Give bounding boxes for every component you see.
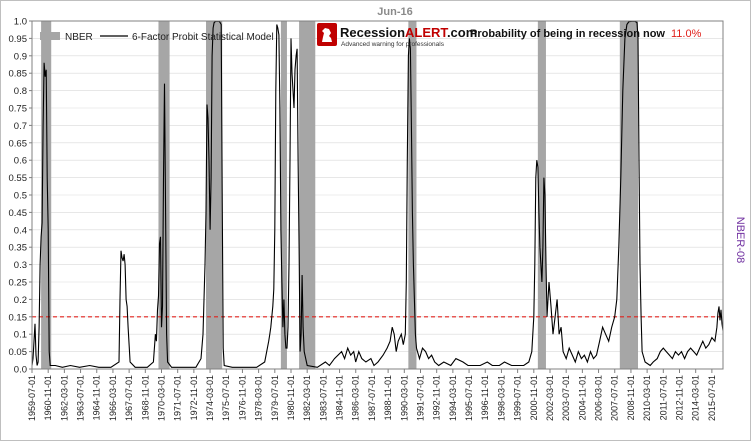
y-tick-label: 0.15: [9, 312, 28, 323]
x-tick-label: 1995-07-01: [464, 375, 474, 421]
recession-band: [41, 21, 52, 369]
y-tick-label: 0.1: [14, 330, 27, 341]
x-tick-label: 1988-11-01: [383, 375, 393, 420]
x-tick-label: 2008-11-01: [626, 375, 636, 420]
x-tick-label: 2010-03-01: [642, 375, 652, 421]
recession-bands: [41, 21, 639, 369]
x-tick-label: 2002-03-01: [545, 375, 555, 421]
probability-label: Probability of being in recession now: [470, 28, 665, 40]
logo-brand-red: ALERT: [405, 25, 448, 40]
recession-band: [206, 21, 223, 369]
x-tick-label: 1986-03-01: [351, 375, 361, 421]
x-tick-label: 1999-07-01: [513, 375, 523, 421]
y-tick-label: 0.4: [14, 225, 27, 236]
x-tick-label: 2014-03-01: [691, 375, 701, 421]
logo-brand-suffix: .com: [447, 25, 477, 40]
series-line-probit: [31, 20, 724, 368]
x-tick-label: 1962-03-01: [59, 375, 69, 421]
y-tick-label: 0.35: [9, 243, 28, 254]
y-tick-label: 0.6: [14, 156, 27, 167]
legend-swatch-nber: [40, 32, 60, 40]
x-tick-label: 1976-11-01: [237, 375, 247, 420]
x-tick-label: 1994-03-01: [448, 375, 458, 421]
y-tick-label: 0.55: [9, 173, 28, 184]
x-tick-label: 1987-07-01: [367, 375, 377, 421]
y-tick-label: 0.05: [9, 347, 28, 358]
x-tick-label: 2015-07-01: [707, 375, 717, 421]
grid: [32, 38, 723, 352]
recession-band: [619, 21, 639, 369]
y-tick-label: 0.95: [9, 34, 28, 45]
probability-value: 11.0%: [671, 28, 702, 40]
knight-icon: [322, 28, 332, 42]
y-tick-label: 0.2: [14, 295, 27, 306]
x-tick-label: 1970-03-01: [156, 375, 166, 421]
x-tick-label: 1972-11-01: [189, 375, 199, 420]
x-tick-label: 1992-11-01: [432, 375, 442, 420]
recession-band: [537, 21, 546, 369]
y-tick-label: 0.45: [9, 208, 28, 219]
x-tick-label: 1996-11-01: [480, 375, 490, 420]
y-tick-label: 0.8: [14, 86, 27, 97]
x-tick-label: 2012-11-01: [674, 375, 684, 420]
logo-tagline: Advanced warning for professionals: [341, 41, 445, 48]
x-tick-label: 1979-07-01: [270, 375, 280, 421]
x-tick-label: 1964-11-01: [92, 375, 102, 420]
x-tick-label: 1968-11-01: [140, 375, 150, 420]
x-axis-ticks: 1959-07-01 1960-11-01 1962-03-01 1963-07-01…: [27, 369, 717, 421]
recession-band: [158, 21, 170, 369]
x-tick-label: 1983-07-01: [318, 375, 328, 421]
logo: RecessionALERT.com Advanced warning for …: [317, 23, 477, 48]
x-tick-label: 1990-03-01: [399, 375, 409, 421]
x-tick-label: 1967-07-01: [124, 375, 134, 421]
y-tick-label: 0.25: [9, 278, 28, 289]
right-side-label: NBER-08: [734, 217, 746, 263]
x-tick-label: 1966-03-01: [108, 375, 118, 421]
x-tick-label: 1974-03-01: [205, 375, 215, 421]
x-tick-label: 2011-07-01: [658, 375, 668, 420]
y-tick-label: 0.0: [14, 365, 27, 376]
x-tick-label: 1959-07-01: [27, 375, 37, 421]
recession-band: [299, 21, 316, 369]
x-tick-label: 2006-03-01: [594, 375, 604, 421]
x-tick-label: 1982-03-01: [302, 375, 312, 421]
y-tick-label: 0.75: [9, 104, 28, 115]
y-tick-label: 0.65: [9, 138, 28, 149]
legend: NBER 6-Factor Probit Statistical Model: [40, 32, 274, 43]
x-tick-label: 2000-11-01: [529, 375, 539, 420]
logo-text: RecessionALERT.com: [340, 25, 477, 40]
x-tick-label: 1984-11-01: [335, 375, 345, 420]
x-tick-label: 1960-11-01: [43, 375, 53, 420]
legend-label-nber: NBER: [65, 32, 93, 43]
y-tick-label: 0.3: [14, 260, 27, 271]
x-tick-label: 1978-03-01: [254, 375, 264, 421]
x-tick-label: 1980-11-01: [286, 375, 296, 420]
y-tick-label: 0.7: [14, 121, 27, 132]
y-tick-label: 0.85: [9, 69, 28, 80]
probability-text: Probability of being in recession now 11.…: [470, 28, 702, 40]
x-tick-label: 1963-07-01: [76, 375, 86, 421]
legend-label-probit: 6-Factor Probit Statistical Model: [132, 32, 274, 43]
y-tick-label: 0.5: [14, 191, 27, 202]
y-tick-label: 0.9: [14, 51, 27, 62]
x-tick-label: 2004-11-01: [577, 375, 587, 420]
x-tick-label: 1971-07-01: [173, 375, 183, 421]
y-tick-label: 1.0: [14, 17, 27, 28]
x-tick-label: 2007-07-01: [610, 375, 620, 421]
x-tick-label: 1998-03-01: [496, 375, 506, 421]
chart-title: Jun-16: [377, 6, 412, 18]
x-tick-label: 1975-07-01: [221, 375, 231, 421]
y-axis-ticks: 0.0 0.05 0.1 0.15 0.2 0.25 0.3 0.35 0.4 0.45 0.5 0.…: [9, 17, 32, 376]
recession-band: [280, 21, 287, 369]
logo-brand-black: Recession: [340, 25, 405, 40]
x-tick-label: 1991-07-01: [415, 375, 425, 421]
x-tick-label: 2003-07-01: [561, 375, 571, 421]
